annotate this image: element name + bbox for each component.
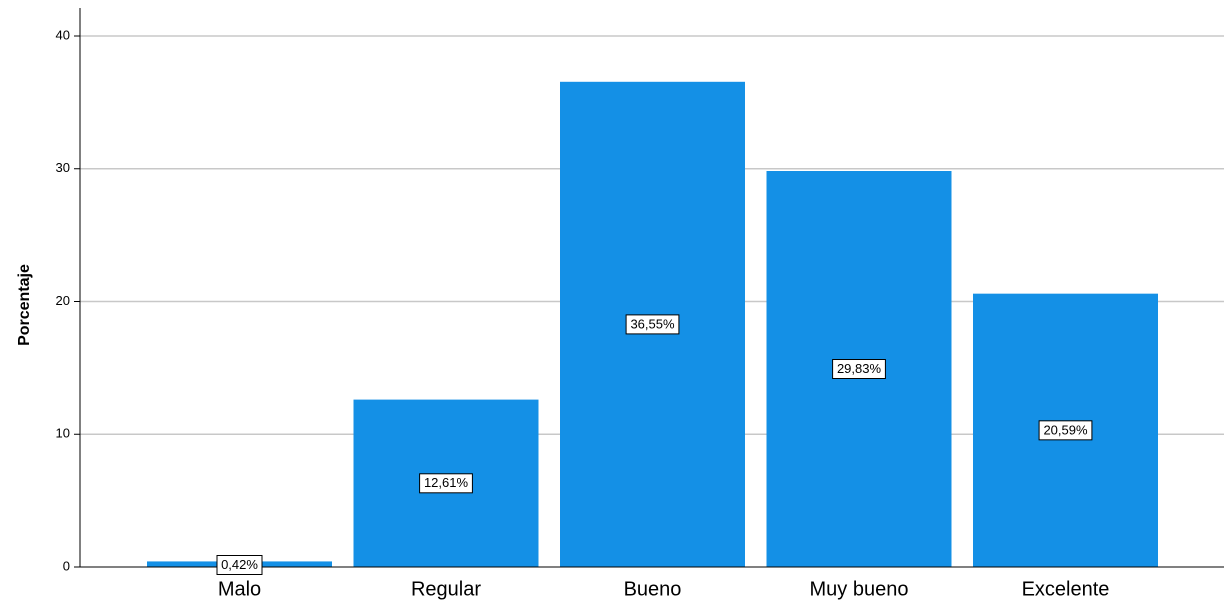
y-tick-label: 20 xyxy=(56,293,70,308)
y-tick-label: 30 xyxy=(56,160,70,175)
y-axis-ticks: 0 10 20 30 40 xyxy=(56,27,80,573)
data-label-text: 36,55% xyxy=(630,316,675,331)
x-category-label: Bueno xyxy=(624,578,682,600)
data-label-text: 0,42% xyxy=(221,557,258,572)
data-label: 20,59% xyxy=(1038,420,1093,441)
data-label-box xyxy=(419,473,473,494)
data-labels: 0,42% 12,61% 36,55% 29,83% 20,59% xyxy=(216,314,1093,575)
x-category-label: Muy bueno xyxy=(810,578,909,600)
data-label: 12,61% xyxy=(419,473,473,494)
data-label-box xyxy=(625,314,680,335)
y-tick-label: 40 xyxy=(56,27,70,42)
x-category-label: Excelente xyxy=(1022,578,1110,600)
data-label: 29,83% xyxy=(832,359,886,380)
x-category-label: Regular xyxy=(411,578,481,600)
data-label-text: 12,61% xyxy=(424,475,469,490)
data-label-text: 29,83% xyxy=(837,361,882,376)
data-label: 0,42% xyxy=(216,555,263,575)
data-label-box xyxy=(832,359,886,380)
y-tick-label: 10 xyxy=(56,426,70,441)
data-label-box xyxy=(216,555,263,575)
x-category-label: Malo xyxy=(218,578,261,600)
x-axis-categories: Malo Regular Bueno Muy bueno Excelente xyxy=(218,578,1110,600)
axes xyxy=(79,8,1224,568)
data-label-text: 20,59% xyxy=(1043,422,1088,437)
data-label-box xyxy=(1038,420,1093,441)
data-label: 36,55% xyxy=(625,314,680,335)
y-tick-label: 0 xyxy=(63,558,70,573)
y-axis-title: Porcentaje xyxy=(16,264,33,346)
